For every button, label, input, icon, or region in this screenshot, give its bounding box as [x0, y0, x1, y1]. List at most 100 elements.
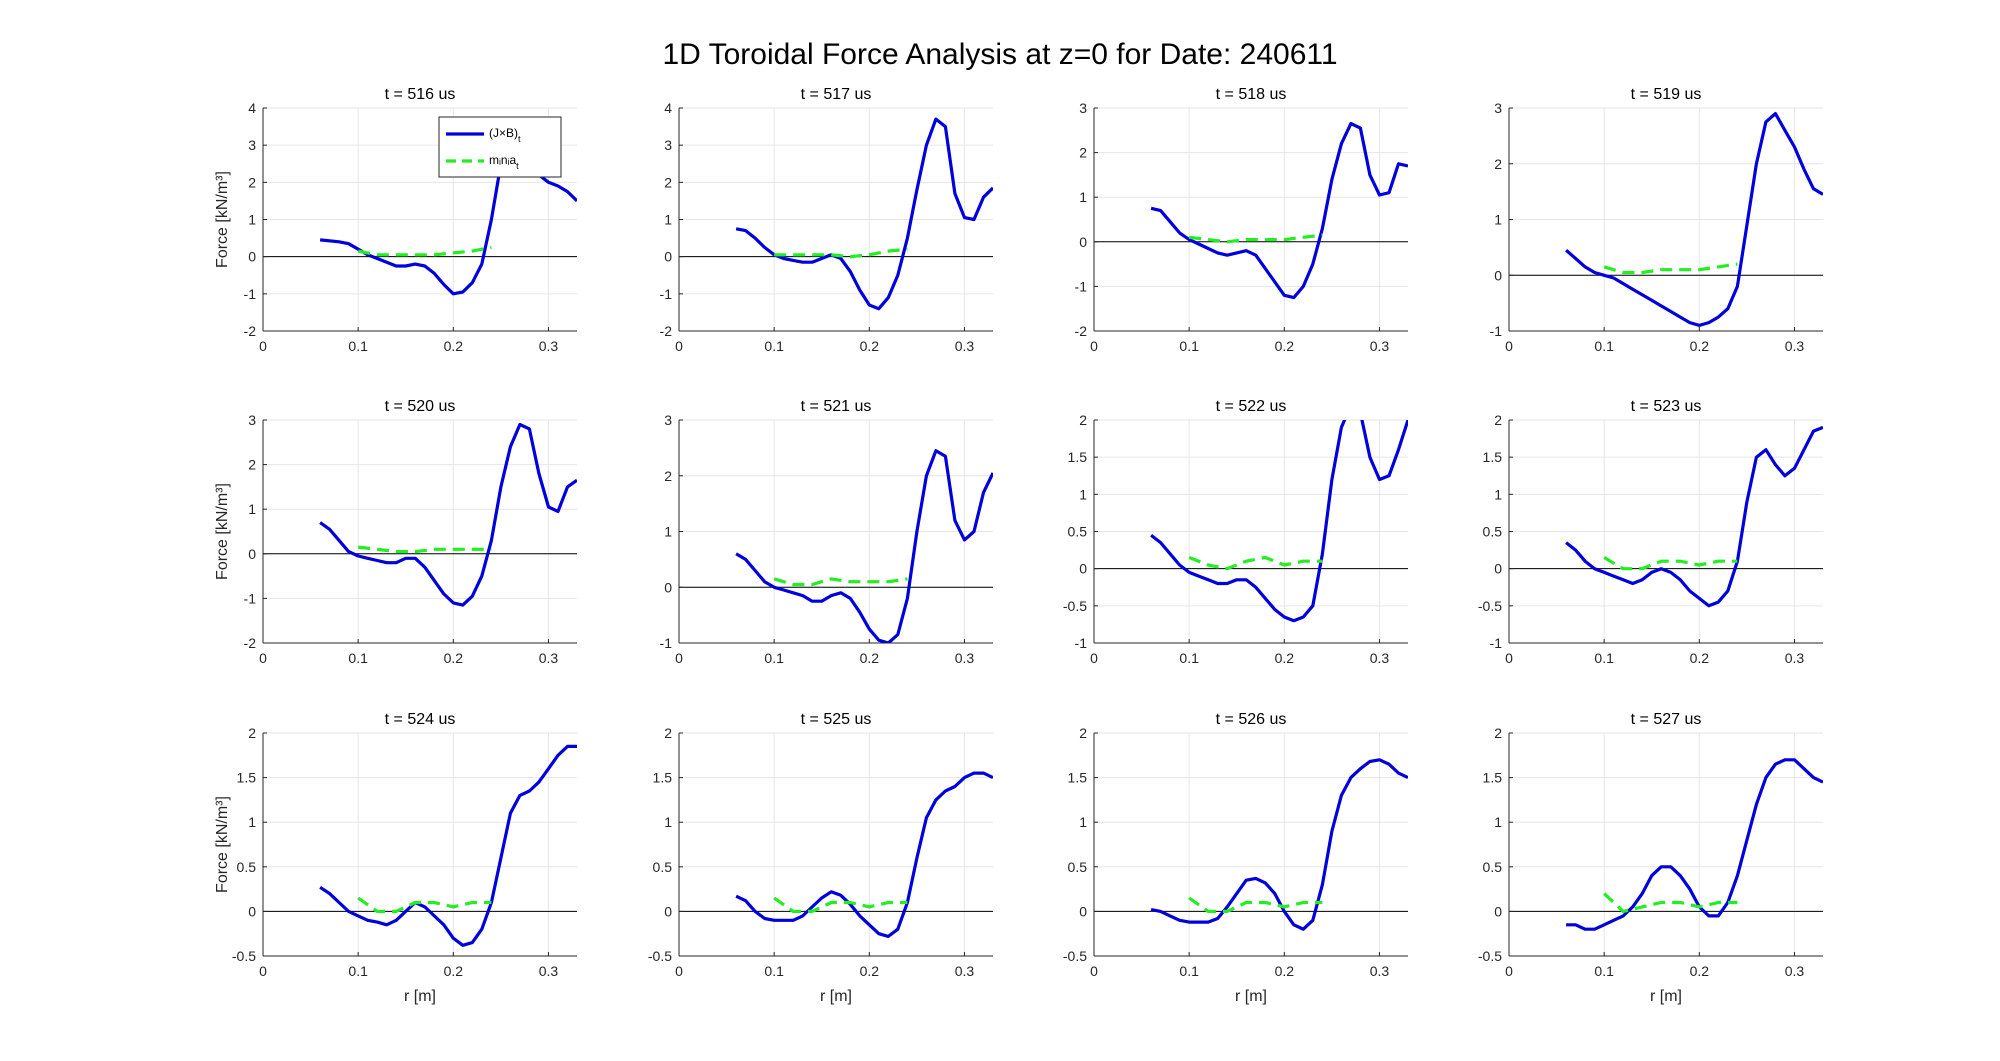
subplot-title: t = 522 us	[1216, 398, 1287, 415]
y-axis-label: Force [kN/m³]	[214, 796, 231, 893]
inertia-series-line	[1603, 556, 1738, 571]
y-tick-label: 2	[248, 174, 256, 190]
y-tick-label: 2	[1079, 412, 1087, 428]
x-tick-label: 0.1	[1179, 963, 1199, 979]
x-tick-label: 0.1	[1594, 338, 1614, 354]
x-tick-label: 0.3	[1370, 650, 1390, 666]
y-tick-label: 1	[664, 814, 672, 830]
y-tick-label: 1	[1494, 486, 1502, 502]
y-tick-label: -0.5	[232, 948, 256, 964]
subplot-title: t = 520 us	[385, 398, 456, 415]
y-tick-label: 0	[1079, 561, 1087, 577]
y-axis-label: Force [kN/m³]	[214, 483, 231, 580]
y-tick-label: -2	[244, 323, 257, 339]
x-tick-label: 0.2	[1275, 963, 1295, 979]
inertia-series-line	[773, 896, 908, 914]
plot-area	[679, 733, 993, 956]
y-tick-label: -0.5	[1478, 598, 1502, 614]
x-tick-label: 0.3	[539, 338, 559, 354]
inertia-series-line	[1603, 892, 1738, 914]
x-tick-label: 0.2	[444, 338, 464, 354]
inertia-series-line	[357, 245, 492, 257]
y-tick-label: 1.5	[1483, 449, 1503, 465]
y-tick-label: 0	[664, 579, 672, 595]
y-tick-label: 0.5	[653, 859, 673, 875]
x-tick-label: 0.1	[1594, 650, 1614, 666]
x-tick-label: 0.1	[348, 338, 368, 354]
y-tick-label: 0	[1079, 903, 1087, 919]
x-tick-label: 0.1	[348, 650, 368, 666]
jxb-series-line	[735, 771, 993, 939]
y-tick-label: 1	[248, 212, 256, 228]
inertia-series-line	[1189, 233, 1323, 244]
y-tick-label: 0.5	[1483, 859, 1503, 875]
y-tick-label: 1	[1079, 814, 1087, 830]
inertia-series-line	[773, 577, 908, 587]
subplot-title: t = 526 us	[1216, 711, 1287, 728]
x-tick-label: 0.3	[1370, 338, 1390, 354]
x-tick-label: 0	[1505, 338, 1513, 354]
y-tick-label: -1	[244, 590, 257, 606]
x-tick-label: 0.1	[764, 963, 784, 979]
x-tick-label: 0.2	[860, 963, 880, 979]
y-tick-label: 2	[1494, 725, 1502, 741]
y-tick-label: 1	[664, 212, 672, 228]
y-tick-label: 0.5	[1068, 524, 1088, 540]
jxb-series-line	[735, 449, 993, 643]
y-tick-label: 0	[1494, 903, 1502, 919]
y-tick-label: -1	[1490, 635, 1503, 651]
x-tick-label: 0	[675, 650, 683, 666]
x-tick-label: 0	[1090, 650, 1098, 666]
y-tick-label: 0	[664, 903, 672, 919]
subplot-title: t = 527 us	[1631, 711, 1702, 728]
inertia-series-line	[1188, 896, 1323, 914]
y-tick-label: 0	[664, 249, 672, 265]
y-tick-label: 1	[1494, 814, 1502, 830]
subplot-title: t = 525 us	[801, 711, 872, 728]
y-tick-label: 3	[1079, 100, 1087, 116]
x-tick-label: 0.2	[860, 650, 880, 666]
x-tick-label: 0.3	[1370, 963, 1390, 979]
y-tick-label: 0.5	[1483, 524, 1503, 540]
x-tick-label: 0	[259, 338, 267, 354]
jxb-series-line	[735, 117, 993, 311]
y-tick-label: 4	[664, 100, 672, 116]
y-tick-label: 1	[664, 524, 672, 540]
x-tick-label: 0.3	[1785, 963, 1805, 979]
y-tick-label: -0.5	[1063, 948, 1087, 964]
inertia-series-line	[1603, 262, 1738, 275]
y-tick-label: 1.5	[1068, 770, 1088, 786]
figure-title: 1D Toroidal Force Analysis at z=0 for Da…	[662, 38, 1337, 71]
y-tick-label: 0	[1079, 234, 1087, 250]
legend-label: (J×B)t	[489, 126, 521, 144]
subplot-title: t = 519 us	[1631, 86, 1702, 103]
y-tick-label: 2	[664, 468, 672, 484]
y-tick-label: 1.5	[1068, 449, 1088, 465]
y-tick-label: 1	[1494, 212, 1502, 228]
x-tick-label: 0.2	[444, 650, 464, 666]
x-tick-label: 0.1	[348, 963, 368, 979]
x-axis-label: r [m]	[1650, 988, 1682, 1005]
x-tick-label: 0.1	[1594, 963, 1614, 979]
y-axis-label: Force [kN/m³]	[214, 171, 231, 268]
subplot-title: t = 521 us	[801, 398, 872, 415]
plot-area	[1094, 733, 1408, 956]
x-tick-label: 0.2	[1275, 650, 1295, 666]
y-tick-label: 0	[248, 249, 256, 265]
y-tick-label: -2	[660, 323, 673, 339]
x-tick-label: 0.1	[1179, 338, 1199, 354]
y-tick-label: -0.5	[1063, 598, 1087, 614]
subplot-title: t = 517 us	[801, 86, 872, 103]
y-tick-label: 0	[1494, 267, 1502, 283]
y-tick-label: 3	[248, 137, 256, 153]
y-tick-label: 0.5	[1068, 859, 1088, 875]
x-tick-label: 0.2	[1275, 338, 1295, 354]
y-tick-label: 1.5	[237, 770, 257, 786]
y-tick-label: -2	[1075, 323, 1088, 339]
x-tick-label: 0	[675, 338, 683, 354]
jxb-series-line	[1150, 758, 1408, 931]
subplot-1: 0 0.1 0.2 0.3 -2 -1 0 1 2 3 4 t = 516 us Force [kN/m…	[214, 86, 577, 354]
